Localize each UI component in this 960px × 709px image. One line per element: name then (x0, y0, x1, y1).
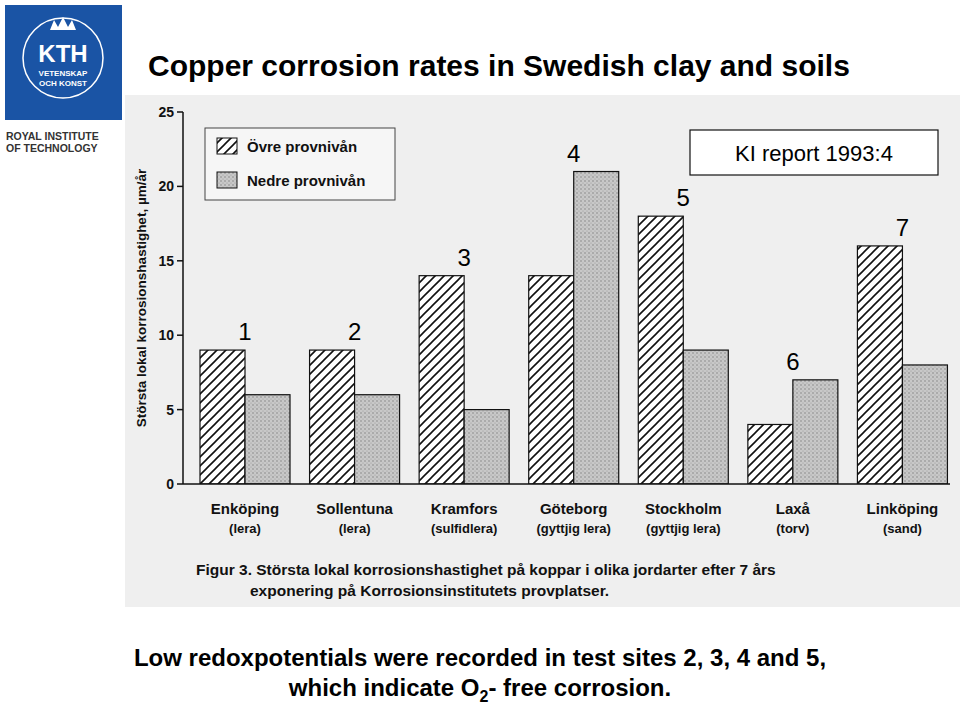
y-tick-label: 25 (158, 104, 174, 120)
y-tick (177, 111, 183, 113)
bar (200, 350, 245, 484)
y-tick-label: 20 (158, 178, 174, 194)
category-label: Göteborg (gyttjig lera) (537, 500, 611, 536)
caption: Figur 3. Största lokal korrosionshastigh… (196, 561, 776, 578)
logo-crown (50, 17, 76, 30)
y-tick (177, 483, 183, 485)
legend-swatch (217, 172, 237, 188)
logo-text: KTH (38, 40, 87, 67)
site-label: 6 (786, 348, 799, 375)
institute-name: ROYAL INSTITUTE (6, 130, 99, 142)
site-label: 2 (348, 318, 361, 345)
y-tick (177, 409, 183, 411)
category-label-line: (lera) (229, 521, 261, 536)
category-label-line: (sulfidlera) (431, 521, 497, 536)
footer-sub: 2 (480, 688, 489, 705)
category-label: Kramfors (sulfidlera) (431, 500, 498, 536)
bar (748, 424, 793, 484)
footer-text: which indicate O2- free corrosion. (288, 674, 671, 705)
y-tick-label: 10 (158, 327, 174, 343)
legend-label: Nedre provnivån (247, 172, 365, 189)
category-label-line: (gyttjig lera) (646, 521, 720, 536)
bar (245, 395, 290, 484)
y-tick (177, 334, 183, 336)
y-tick (177, 186, 183, 188)
page: KTH VETENSKAPOCH KONST ROYAL INSTITUTEOF T… (0, 0, 960, 709)
y-axis (182, 112, 184, 484)
bar (857, 246, 902, 484)
logo-bg (5, 5, 122, 120)
category-label-line: (sand) (883, 521, 922, 536)
footer-text: Low redoxpotentials were recorded in tes… (134, 644, 826, 671)
institute-name: OF TECHNOLOGY (6, 142, 98, 154)
scan-bg (125, 95, 960, 607)
site-label: 1 (238, 318, 251, 345)
category-label-line: Kramfors (431, 500, 498, 517)
bar (464, 410, 509, 484)
logo-text: OCH KONST (39, 79, 87, 88)
site-label: 4 (567, 140, 580, 167)
bars (200, 172, 947, 484)
category-label-line: Stockholm (645, 500, 722, 517)
category-label: Laxå (torv) (776, 500, 811, 536)
category-label-line: Göteborg (540, 500, 608, 517)
bar (574, 172, 619, 484)
bar (902, 365, 947, 484)
y-tick-label: 0 (166, 476, 174, 492)
bar (355, 395, 400, 484)
category-label-line: Laxå (776, 500, 811, 517)
category-label-line: (gyttjig lera) (537, 521, 611, 536)
site-label: 3 (457, 244, 470, 271)
y-tick-label: 5 (166, 402, 174, 418)
footer-part: - free corrosion. (488, 674, 671, 701)
category-label: Linköping (sand) (867, 500, 939, 536)
title: Copper corrosion rates in Swedish clay a… (148, 49, 850, 82)
bar (638, 216, 683, 484)
category-label: Sollentuna (lera) (316, 500, 393, 536)
footer-part: which indicate O (288, 674, 480, 701)
bar (529, 276, 574, 484)
x-axis (183, 483, 950, 485)
category-label: Enköping (lera) (211, 500, 279, 536)
logo-ring (23, 18, 103, 98)
legend-label: Övre provnivån (247, 138, 357, 155)
category-label-line: (lera) (339, 521, 371, 536)
bar (683, 350, 728, 484)
legend-swatch (217, 138, 237, 154)
category-label-line: Enköping (211, 500, 279, 517)
y-tick-label: 15 (158, 253, 174, 269)
category-label: Stockholm (gyttjig lera) (645, 500, 722, 536)
category-label-line: Sollentuna (316, 500, 393, 517)
category-label-line: (torv) (776, 521, 809, 536)
y-axis-label: Största lokal korrosionshastighet, µm/år (134, 168, 149, 427)
site-label: 5 (677, 184, 690, 211)
bar (419, 276, 464, 484)
category-label-line: Linköping (867, 500, 939, 517)
caption: exponering på Korrosionsinstitutets prov… (250, 582, 609, 599)
site-label: 7 (896, 214, 909, 241)
annotation-box (690, 130, 938, 175)
legend-box (205, 128, 395, 200)
bar (793, 380, 838, 484)
bar (310, 350, 355, 484)
y-tick (177, 260, 183, 262)
logo-text: VETENSKAP (39, 69, 89, 78)
annotation: KI report 1993:4 (735, 141, 893, 166)
